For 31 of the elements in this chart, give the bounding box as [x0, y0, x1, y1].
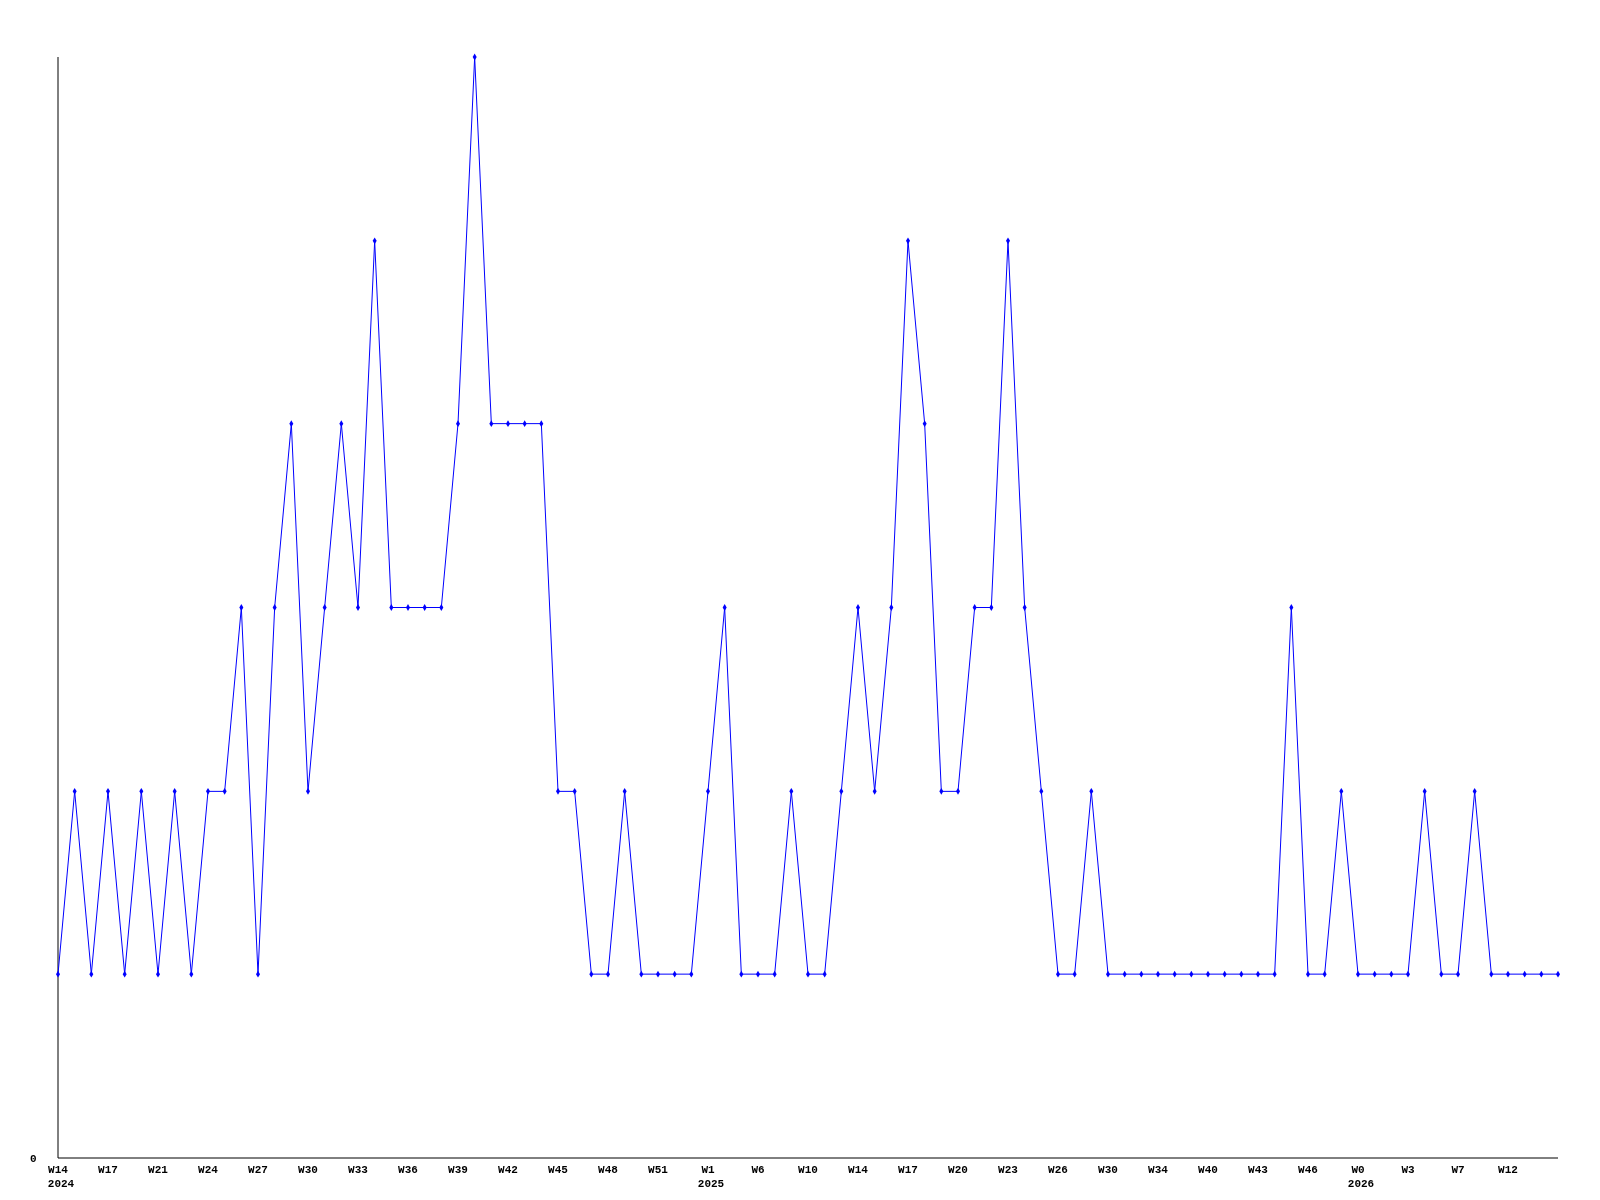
x-tick-label: W14 — [848, 1164, 869, 1176]
x-tick-label: W1 2025 — [697, 1164, 725, 1190]
x-tick-label: W12 — [1498, 1164, 1518, 1176]
x-tick-label: W17 — [898, 1164, 918, 1176]
x-tick-label: W45 — [548, 1164, 569, 1176]
x-tick-label: W43 — [1248, 1164, 1269, 1176]
x-tick-label: W20 — [948, 1164, 968, 1176]
x-tick-label: W10 — [798, 1164, 818, 1176]
x-tick-label: W48 — [598, 1164, 619, 1176]
text: 0 — [30, 1153, 37, 1165]
x-tick-label: W36 — [398, 1164, 418, 1176]
x-tick-label: W30 — [298, 1164, 318, 1176]
x-tick-label: W39 — [448, 1164, 468, 1176]
x-tick-label: W21 — [148, 1164, 169, 1176]
x-tick-label: W51 — [648, 1164, 669, 1176]
x-tick-label: W14 2024 — [47, 1164, 75, 1190]
x-tick-label: W26 — [1048, 1164, 1068, 1176]
x-tick-label: W7 — [1451, 1164, 1465, 1176]
x-tick-label: W6 — [751, 1164, 765, 1176]
x-tick-label: W0 2026 — [1347, 1164, 1375, 1190]
x-tick-label: W40 — [1198, 1164, 1218, 1176]
x-tick-label: W46 — [1298, 1164, 1318, 1176]
x-tick-label: W17 — [98, 1164, 118, 1176]
x-tick-label: W24 — [198, 1164, 219, 1176]
x-tick-label: W34 — [1148, 1164, 1169, 1176]
x-tick-label: W42 — [498, 1164, 518, 1176]
x-tick-label: W33 — [348, 1164, 369, 1176]
x-tick-label: W27 — [248, 1164, 268, 1176]
x-tick-label: W23 — [998, 1164, 1019, 1176]
x-tick-label: W30 — [1098, 1164, 1118, 1176]
x-tick-label: W3 — [1401, 1164, 1415, 1176]
